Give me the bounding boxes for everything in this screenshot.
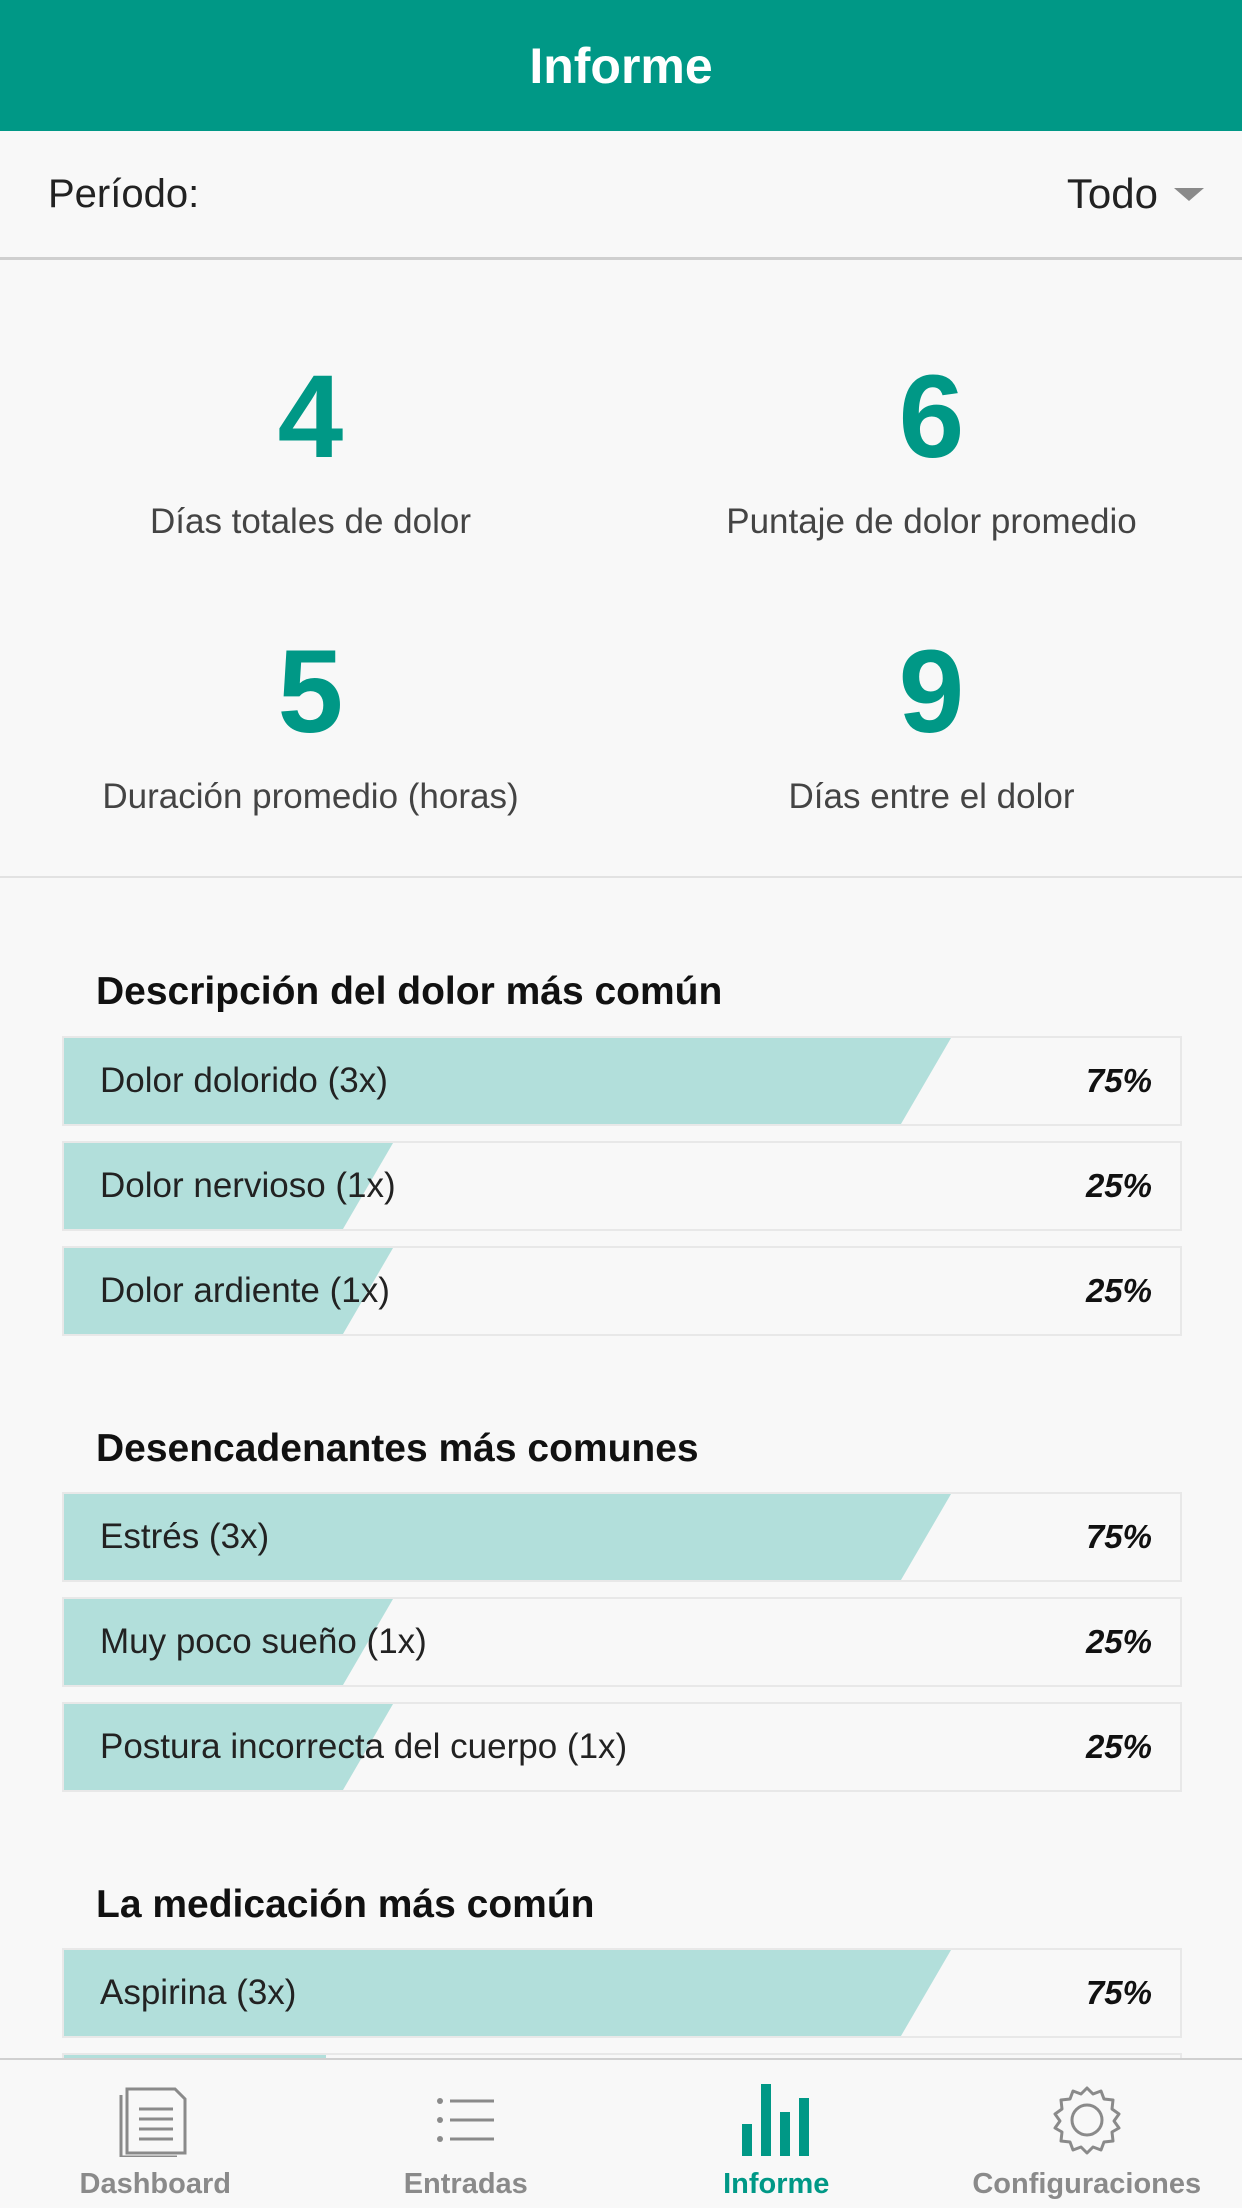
- bar-fill: [64, 1038, 951, 1124]
- bar-fill: [64, 1143, 393, 1229]
- app-bar: Informe: [0, 0, 1242, 131]
- bar-label: Estrés (3x): [100, 1517, 270, 1556]
- stat-average-pain-score: 6 Puntaje de dolor promedio: [621, 358, 1242, 542]
- nav-label: Dashboard: [79, 2168, 231, 2200]
- nav-entries[interactable]: Entradas: [311, 2060, 622, 2208]
- stat-bar-row: Dolor ardiente (1x) 25%: [62, 1246, 1182, 1336]
- stat-average-duration: 5 Duración promedio (horas): [0, 633, 621, 817]
- bar-fill: [64, 1494, 951, 1580]
- nav-label: Entradas: [403, 2168, 528, 2200]
- bar-fill: [64, 1704, 393, 1790]
- nav-label: Informe: [723, 2168, 830, 2200]
- nav-settings[interactable]: Configuraciones: [932, 2060, 1242, 2208]
- section-title-pain-description: Descripción del dolor más común: [96, 970, 723, 1013]
- stats-panel: 4 Días totales de dolor 6 Puntaje de dol…: [0, 260, 1242, 878]
- stat-caption: Días totales de dolor: [149, 502, 471, 541]
- bar-percent: 25%: [1085, 1167, 1152, 1204]
- stat-caption: Duración promedio (horas): [102, 777, 519, 816]
- nav-dashboard[interactable]: Dashboard: [0, 2060, 311, 2208]
- bar-fill: [64, 1950, 951, 2036]
- stat-bar-row: Aspirina (3x) 75%: [62, 1948, 1182, 2038]
- stat-total-pain-days: 4 Días totales de dolor: [0, 358, 621, 542]
- period-row: Período: Todo: [0, 131, 1242, 260]
- bar-label: Dolor nervioso (1x): [100, 1166, 396, 1205]
- period-select[interactable]: Todo: [1067, 170, 1204, 218]
- stat-value: 4: [277, 351, 344, 483]
- gear-icon: [1051, 2082, 1123, 2158]
- document-icon: [119, 2082, 191, 2158]
- stat-bar-row: Dolor nervioso (1x) 25%: [62, 1141, 1182, 1231]
- stat-caption: Días entre el dolor: [788, 777, 1075, 816]
- dropdown-caret-icon: [1174, 187, 1204, 201]
- bar-chart-icon: [742, 2082, 810, 2158]
- section-title-medication: La medicación más común: [96, 1883, 595, 1926]
- bar-percent: 75%: [1085, 1518, 1152, 1555]
- bar-label: Aspirina (3x): [100, 1973, 297, 2012]
- bar-fill: [64, 1248, 393, 1334]
- bar-label: Dolor dolorido (3x): [100, 1061, 388, 1100]
- section-title-triggers: Desencadenantes más comunes: [96, 1427, 699, 1470]
- stat-bar-row: Muy poco sueño (1x) 25%: [62, 1597, 1182, 1687]
- bar-label: Muy poco sueño (1x): [100, 1622, 427, 1661]
- stat-value: 9: [898, 626, 965, 758]
- nav-label: Configuraciones: [972, 2168, 1202, 2200]
- period-label: Período:: [48, 171, 200, 216]
- nav-report[interactable]: Informe: [621, 2060, 932, 2208]
- stat-bar-row: Estrés (3x) 75%: [62, 1492, 1182, 1582]
- stat-days-between-pain: 9 Días entre el dolor: [621, 633, 1242, 817]
- stat-value: 6: [898, 351, 965, 483]
- bar-percent: 25%: [1085, 1728, 1152, 1765]
- period-value: Todo: [1066, 170, 1158, 217]
- stat-caption: Puntaje de dolor promedio: [726, 502, 1137, 541]
- stat-bar-row: Postura incorrecta del cuerpo (1x) 25%: [62, 1702, 1182, 1792]
- bar-label: Postura incorrecta del cuerpo (1x): [100, 1727, 628, 1766]
- bar-fill: [64, 1599, 393, 1685]
- page-title: Informe: [529, 37, 713, 94]
- bar-label: Dolor ardiente (1x): [100, 1271, 390, 1310]
- stat-value: 5: [277, 626, 344, 758]
- bar-percent: 25%: [1085, 1272, 1152, 1309]
- bar-percent: 75%: [1085, 1062, 1152, 1099]
- bottom-navigation: Dashboard Entradas Informe: [0, 2058, 1242, 2208]
- bar-percent: 75%: [1085, 1974, 1152, 2011]
- list-icon: [436, 2082, 496, 2158]
- bar-percent: 25%: [1085, 1623, 1152, 1660]
- stat-bar-row: Dolor dolorido (3x) 75%: [62, 1036, 1182, 1126]
